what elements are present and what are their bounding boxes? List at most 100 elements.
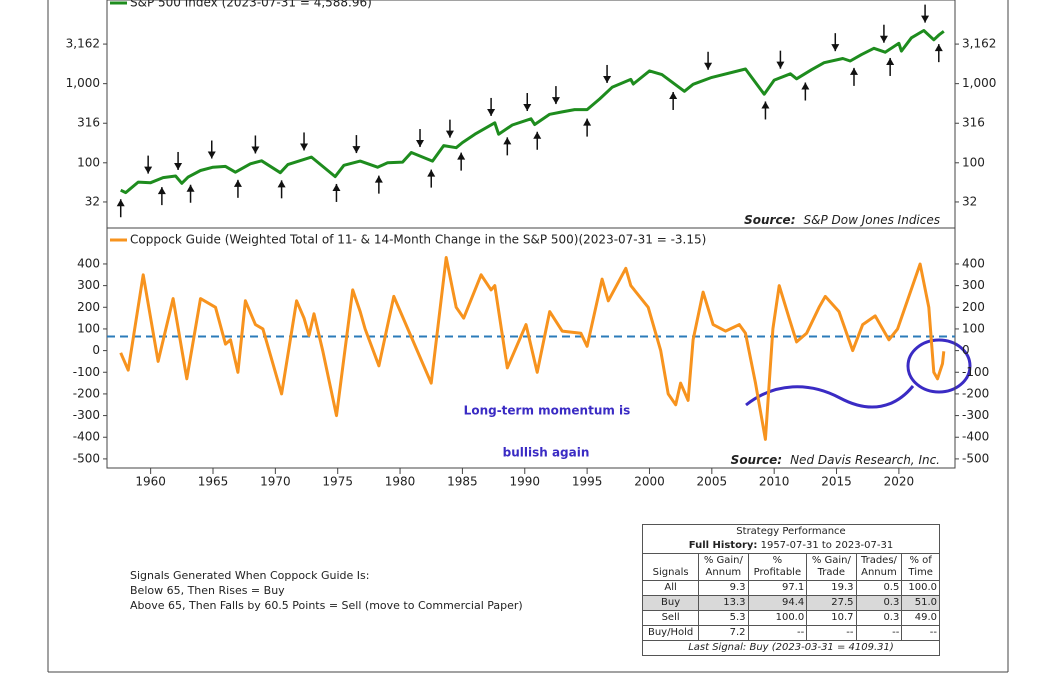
arrow-head <box>669 91 678 99</box>
arrow-head <box>445 130 454 138</box>
row-label: Buy <box>641 595 700 611</box>
y-tick-label: 316 <box>77 116 100 130</box>
y-tick-label: -100 <box>73 365 100 379</box>
y2-tick-label: 316 <box>962 116 985 130</box>
arrow-head <box>503 137 512 145</box>
source-text: S&P Dow Jones Indices <box>804 213 941 227</box>
notes-line: Above 65, Then Falls by 60.5 Points = Se… <box>130 599 523 612</box>
arrow-head <box>277 180 286 188</box>
series-line <box>120 29 945 195</box>
x-tick-label: 1980 <box>385 475 416 489</box>
table-cell: 94.4 <box>747 595 808 611</box>
y2-tick-label: 300 <box>962 278 985 292</box>
y2-tick-label: 100 <box>962 321 985 335</box>
table-cell: 10.7 <box>806 610 857 626</box>
column-header: Signals <box>641 553 700 581</box>
y2-tick-label: 200 <box>962 300 985 314</box>
signal-notes: Signals Generated When Coppock Guide Is:… <box>130 568 523 613</box>
sell-arrow <box>776 50 785 69</box>
y-tick-label: 200 <box>77 300 100 314</box>
row-label: Sell <box>641 610 700 626</box>
sell-arrow <box>207 140 216 159</box>
annotation-connector <box>745 385 915 409</box>
buy-arrow <box>669 91 678 110</box>
y2-tick-label: -100 <box>962 365 989 379</box>
plot-frame <box>106 227 956 469</box>
table-cell: 7.2 <box>698 625 749 641</box>
sell-arrow <box>551 86 560 105</box>
table-cell: 51.0 <box>901 595 940 611</box>
y-tick-label: 0 <box>92 343 100 357</box>
table-title-row: Strategy Performance <box>642 524 940 539</box>
x-tick-label: 1975 <box>322 475 353 489</box>
sell-arrow <box>879 24 888 43</box>
arrow-head <box>457 152 466 160</box>
sell-arrow <box>603 64 612 83</box>
arrow-head <box>533 131 542 139</box>
source-note: Source: Ned Davis Research, Inc. <box>731 453 940 467</box>
row-label: All <box>641 580 700 596</box>
arrow-head <box>416 140 425 148</box>
buy-arrow <box>157 187 166 206</box>
buy-arrow <box>277 180 286 199</box>
column-header: % Gain/ Annum <box>698 553 749 581</box>
annotation-text: Long-term momentum is <box>464 404 631 418</box>
arrow-head <box>186 184 195 192</box>
notes-line: Below 65, Then Rises = Buy <box>130 584 285 597</box>
buy-arrow <box>233 179 242 198</box>
column-header: % of Time <box>901 553 940 581</box>
arrow-head <box>332 183 341 191</box>
x-tick-label: 2000 <box>634 475 665 489</box>
plot-frame <box>106 0 956 229</box>
x-tick-label: 2020 <box>884 475 915 489</box>
arrow-head <box>761 101 770 109</box>
arrow-head <box>233 179 242 187</box>
buy-arrow <box>116 199 125 218</box>
y-tick-label: -400 <box>73 430 100 444</box>
series-line <box>119 256 946 441</box>
table-cell: -- <box>855 625 903 641</box>
sell-arrow <box>921 4 930 23</box>
y2-tick-label: 400 <box>962 256 985 270</box>
x-tick-label: 2010 <box>759 475 790 489</box>
notes-heading: Signals Generated When Coppock Guide Is: <box>130 569 370 582</box>
buy-arrow <box>849 67 858 86</box>
arrow-head <box>487 108 496 116</box>
arrow-head <box>551 97 560 105</box>
x-tick-label: 1965 <box>198 475 229 489</box>
source-label: Source: <box>731 453 782 467</box>
arrow-head <box>934 44 943 52</box>
sell-arrow <box>523 93 532 112</box>
arrow-head <box>849 67 858 75</box>
table-cell: 49.0 <box>901 610 940 626</box>
buy-arrow <box>427 169 436 188</box>
sell-arrow <box>300 132 309 151</box>
table-cell: -- <box>901 625 940 641</box>
table-cell: -- <box>806 625 857 641</box>
table-row: Buy 13.3 94.4 27.5 0.3 51.0 <box>641 595 940 611</box>
y2-tick-label: -400 <box>962 430 989 444</box>
arrow-head <box>801 82 810 90</box>
arrow-head <box>583 118 592 126</box>
buy-arrow <box>583 118 592 137</box>
table-header-row: Signals% Gain/ Annum% Profitable% Gain/ … <box>641 553 940 581</box>
column-header: Trades/ Annum <box>855 553 903 581</box>
arrow-head <box>174 162 183 170</box>
y-tick-label: 300 <box>77 278 100 292</box>
buy-arrow <box>934 44 943 63</box>
table-cell: 5.3 <box>698 610 749 626</box>
y-tick-label: 400 <box>77 256 100 270</box>
arrow-head <box>831 44 840 52</box>
y-tick-label: 100 <box>77 321 100 335</box>
x-tick-label: 1995 <box>572 475 603 489</box>
table-footer-row: Last Signal: Buy (2023-03-31 = 4109.31) <box>642 640 940 656</box>
table-row: All 9.3 97.1 19.3 0.5 100.0 <box>641 580 940 596</box>
y2-tick-label: -300 <box>962 408 989 422</box>
buy-arrow <box>503 137 512 156</box>
table-cell: -- <box>747 625 808 641</box>
sell-arrow <box>174 151 183 170</box>
arrow-head <box>300 143 309 151</box>
arrow-head <box>374 175 383 183</box>
